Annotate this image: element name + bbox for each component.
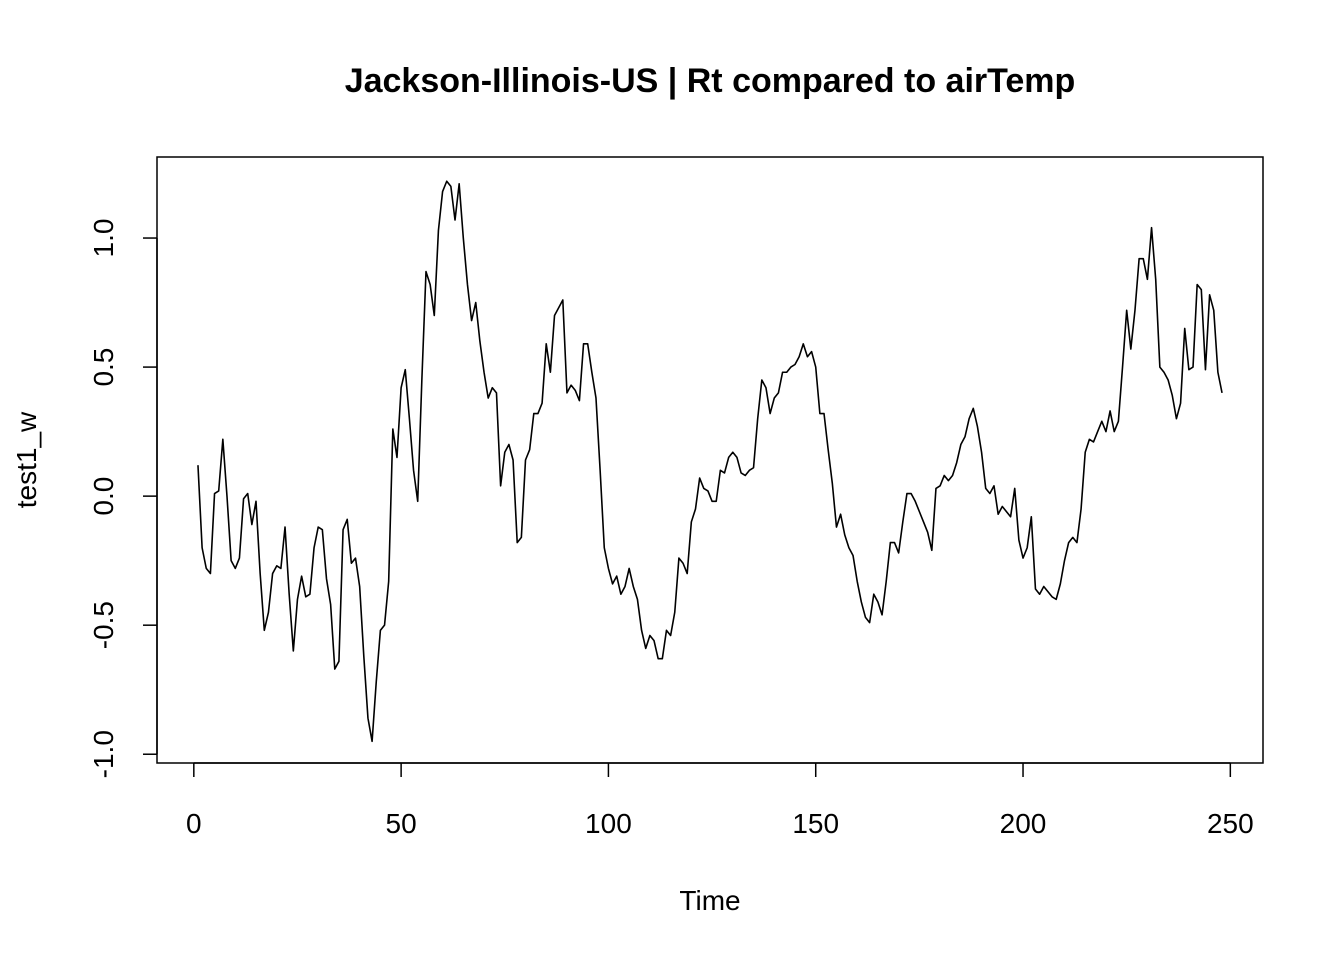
y-tick-label: 1.0 [88, 219, 119, 258]
y-tick-label: 0.0 [88, 477, 119, 516]
y-tick-label: -1.0 [88, 730, 119, 778]
x-tick-label: 250 [1207, 808, 1254, 839]
x-tick-label: 0 [186, 808, 202, 839]
x-tick-label: 100 [585, 808, 632, 839]
x-axis-label: Time [679, 885, 740, 916]
y-tick-label: 0.5 [88, 348, 119, 387]
x-tick-label: 150 [792, 808, 839, 839]
x-tick-label: 200 [1000, 808, 1047, 839]
y-axis-label: test1_w [11, 411, 42, 508]
x-tick-label: 50 [386, 808, 417, 839]
chart-title: Jackson-Illinois-US | Rt compared to air… [345, 62, 1076, 100]
plot-frame [156, 156, 1264, 764]
y-tick-label: -0.5 [88, 601, 119, 649]
data-line [197, 180, 1223, 743]
